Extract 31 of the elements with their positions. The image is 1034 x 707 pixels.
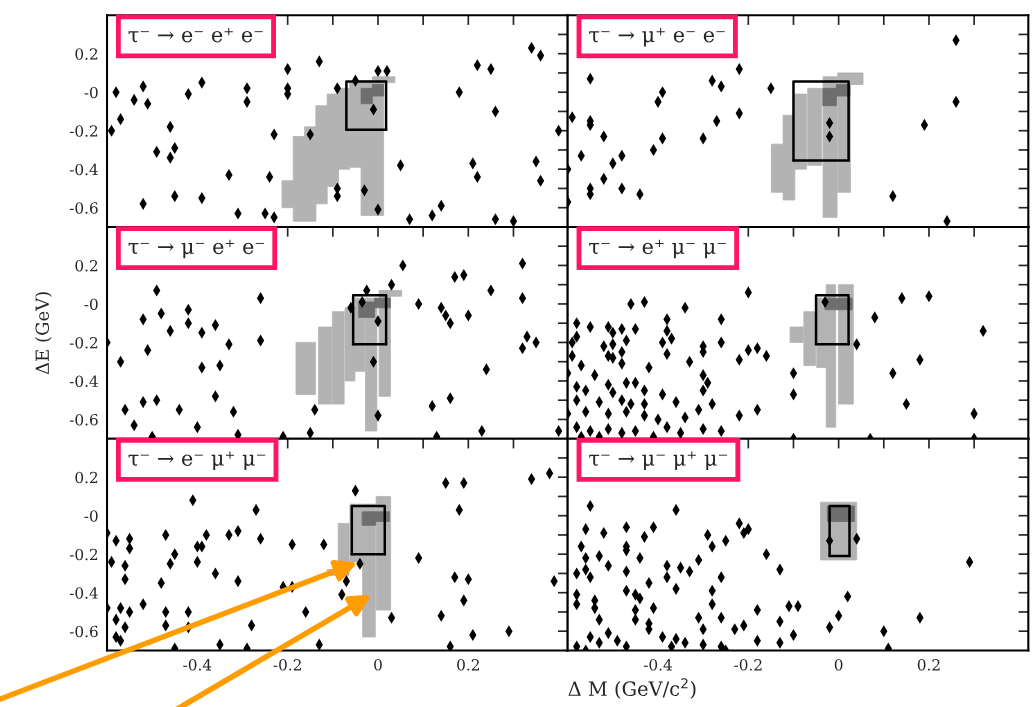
y-tick-label: -0.6 <box>69 625 98 638</box>
y-tick-label: -0.4 <box>69 587 98 599</box>
text: τ⁻ → μ⁻ μ⁺ μ⁻ <box>589 451 728 470</box>
x-tick-label: 0 <box>374 659 382 671</box>
text: τ⁻ → μ⁺ e⁻ e⁻ <box>589 28 725 47</box>
x-tick-label: -0.2 <box>734 659 762 671</box>
chart-title: τ⁻ → e⁻ e⁺ e⁻ <box>128 28 263 43</box>
y-tick-label: 0.2 <box>75 471 98 484</box>
x-tick-label: 0.2 <box>917 659 940 671</box>
y-tick-label: -0.6 <box>69 202 98 214</box>
y-tick-label: -0.4 <box>69 163 98 176</box>
y-tick-label: 0.2 <box>75 48 98 60</box>
y-axis-title: ΔE (GeV) <box>35 292 52 375</box>
y-tick-label: -0 <box>84 86 98 99</box>
y-tick-label: 0.2 <box>75 259 98 272</box>
y-tick-label: -0.2 <box>69 336 98 349</box>
text: τ⁻ → e⁺ μ⁻ μ⁻ <box>589 239 726 259</box>
x-tick-label: -0.2 <box>273 659 301 671</box>
y-tick-label: -0 <box>84 298 98 310</box>
x-axis-title: Δ M (GeV/c$^{2}$) <box>568 678 696 699</box>
y-tick-label: -0.4 <box>69 375 98 387</box>
y-tick-label: -0 <box>84 510 98 522</box>
y-tick-label: -0.2 <box>69 548 98 561</box>
y-tick-label: -0.2 <box>69 125 98 137</box>
text: τ⁻ → e⁻ μ⁺ μ⁻ <box>128 451 266 470</box>
x-tick-label: -0.4 <box>183 659 212 671</box>
text: τ⁻ → μ⁻ e⁺ e⁻ <box>128 239 265 259</box>
x-tick-label: -0.4 <box>643 659 672 671</box>
x-tick-label: 0 <box>834 659 843 671</box>
x-tick-label: 0.2 <box>457 659 479 671</box>
y-tick-label: -0.6 <box>69 413 98 426</box>
